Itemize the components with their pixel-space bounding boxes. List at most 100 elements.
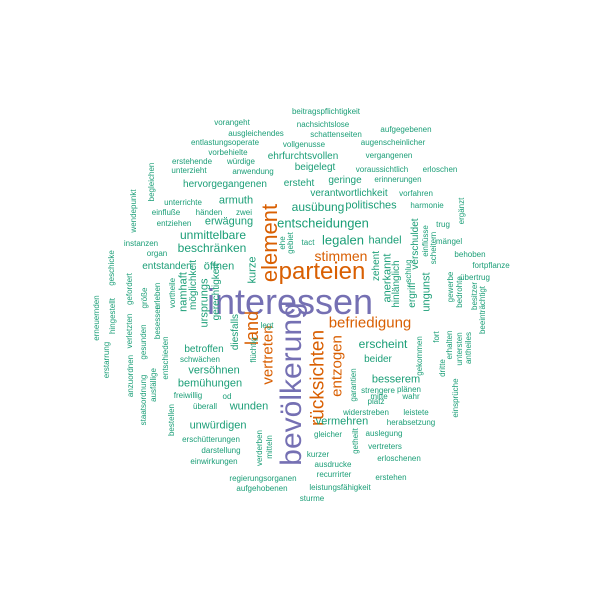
word-erschuetterungen: erschütterungen	[182, 435, 240, 444]
word-gerechtigkeit: gerechtigkeit	[211, 263, 222, 321]
word-schattenseiten: schattenseiten	[310, 130, 362, 139]
word-hinlaenglich: hinlänglich	[391, 260, 402, 308]
word-verantwortlichkeit: verantwortlichkeit	[310, 188, 388, 199]
word-unwuerdigen: unwürdigen	[189, 419, 247, 432]
word-politisches: politisches	[345, 199, 397, 212]
word-entscheidungen: entscheidungen	[277, 215, 369, 231]
word-schwaechen: schwächen	[179, 355, 221, 364]
word-bestellen: bestellen	[167, 403, 176, 437]
word-ehe: ehe	[278, 236, 287, 250]
word-einwirkungen: einwirkungen	[190, 457, 238, 466]
word-interessen: interessen	[206, 281, 374, 322]
word-ruecksichten: rücksichten	[307, 329, 329, 427]
word-ungunst: ungunst	[420, 272, 433, 312]
word-antheiles: antheiles	[464, 331, 473, 365]
word-dritte: dritte	[438, 359, 447, 377]
word-namhaft: namhaft	[177, 272, 190, 312]
word-erinnerungen: erinnerungen	[374, 175, 422, 184]
word-beider: beider	[364, 354, 392, 365]
word-vorbehielte: vorbehielte	[208, 148, 248, 157]
word-ausfaellige: ausfällige	[149, 368, 158, 402]
word-diesfalls: diesfalls	[230, 313, 241, 351]
word-augenscheinlicher: augenscheinlicher	[360, 138, 426, 147]
word-fluechtig: flüchtig	[249, 337, 258, 363]
word-erscheint: erscheint	[358, 337, 408, 351]
word-entlastungsoperate: entlastungsoperate	[190, 138, 260, 147]
word-vergangenen: vergangenen	[365, 151, 413, 160]
word-auslegung: auslegung	[365, 429, 403, 438]
word-platz: platz	[367, 397, 385, 406]
word-vortheile: vortheile	[168, 277, 177, 309]
word-mitte: mitte	[370, 392, 388, 401]
word-entstanden: entstanden	[142, 261, 192, 272]
word-beschraenken: beschränken	[177, 241, 247, 255]
word-legalen: legalen	[322, 232, 364, 248]
word-ehrfurchtsvollen: ehrfurchtsvollen	[267, 151, 339, 162]
word-entziehen: entziehen	[156, 219, 192, 228]
word-moeglichkeit: möglichkeit	[188, 259, 199, 311]
word-voraussichtlich: voraussichtlich	[355, 165, 409, 174]
word-uebertrug: übertrug	[460, 273, 490, 282]
word-wunden: wunden	[229, 400, 269, 413]
word-armuth: armuth	[218, 194, 254, 207]
word-gleicher: gleicher	[313, 430, 343, 439]
word-einsprueche: einsprüche	[451, 378, 460, 418]
word-leistete: leistete	[403, 408, 429, 417]
word-gesunden: gesunden	[139, 324, 148, 360]
word-parteien: parteien	[278, 258, 366, 285]
word-anzuordnen: anzuordnen	[126, 354, 135, 398]
word-entschieden: entschieden	[161, 336, 170, 380]
word-wuerdige: würdige	[226, 157, 256, 166]
word-vollgenusse: vollgenusse	[282, 140, 326, 149]
word-kurze: kurze	[246, 256, 259, 284]
word-organ: organ	[146, 249, 168, 258]
word-entzogen: entzogen	[328, 335, 346, 397]
word-recurrirter: recurrirter	[316, 470, 352, 479]
word-unterrichte: unterrichte	[164, 198, 202, 207]
word-hingestellt: hingestellt	[108, 297, 117, 335]
word-erstarrung: erstarrung	[102, 341, 111, 379]
word-erhalten: erhalten	[445, 330, 454, 360]
word-plaenen: plänen	[396, 385, 422, 394]
word-aufgehobenen: aufgehobenen	[236, 484, 288, 493]
word-vorfahren: vorfahren	[399, 189, 433, 198]
word-besserem: besserem	[371, 373, 421, 386]
word-fortpflanze: fortpflanze	[472, 261, 510, 270]
word-regierungsorganen: regierungsorganen	[229, 474, 297, 483]
word-schlug: schlug	[404, 259, 413, 283]
word-gebiet: gebiet	[286, 232, 295, 254]
word-beigelegt: beigelegt	[294, 162, 336, 173]
word-erstehen: erstehen	[375, 473, 407, 482]
word-gekommen: gekommen	[415, 336, 424, 376]
word-fort: fort	[432, 331, 441, 343]
word-ausgleichendes: ausgleichendes	[228, 129, 284, 138]
word-bemuehungen: bemühungen	[177, 377, 243, 390]
word-groesse: größe	[140, 287, 149, 309]
word-sturme: sturme	[299, 494, 325, 503]
word-geringe: geringe	[328, 175, 362, 186]
word-verderben: verderben	[255, 429, 264, 467]
word-mitteln: mitteln	[265, 435, 274, 459]
word-freiwillig: freiwillig	[173, 391, 203, 400]
word-vertreten: vertreten	[259, 325, 277, 385]
word-handel: handel	[368, 234, 402, 247]
word-scheitern: scheitern	[429, 231, 438, 265]
word-vorangeht: vorangeht	[214, 118, 250, 127]
word-leistungsfaehigkeit: leistungsfähigkeit	[309, 483, 371, 492]
word-vertreters: vertreters	[368, 442, 402, 451]
word-anwendung: anwendung	[232, 167, 274, 176]
word-garantien: garantien	[349, 368, 358, 402]
word-bevoelkerung: bevölkerung	[275, 302, 308, 466]
word-betroffen: betroffen	[184, 344, 224, 355]
word-wendepunkt: wendepunkt	[129, 189, 138, 233]
word-unterzieht: unterzieht	[171, 166, 207, 175]
word-ausuebung: ausübung	[291, 200, 345, 214]
word-darstellung: darstellung	[201, 446, 241, 455]
word-ueberall: überall	[192, 402, 218, 411]
word-ersteht: ersteht	[283, 178, 315, 189]
word-tact: tact	[301, 238, 315, 247]
word-strengere: strengere	[361, 386, 395, 395]
word-trug: trug	[436, 220, 450, 229]
word-erloschen: erloschen	[422, 165, 458, 174]
